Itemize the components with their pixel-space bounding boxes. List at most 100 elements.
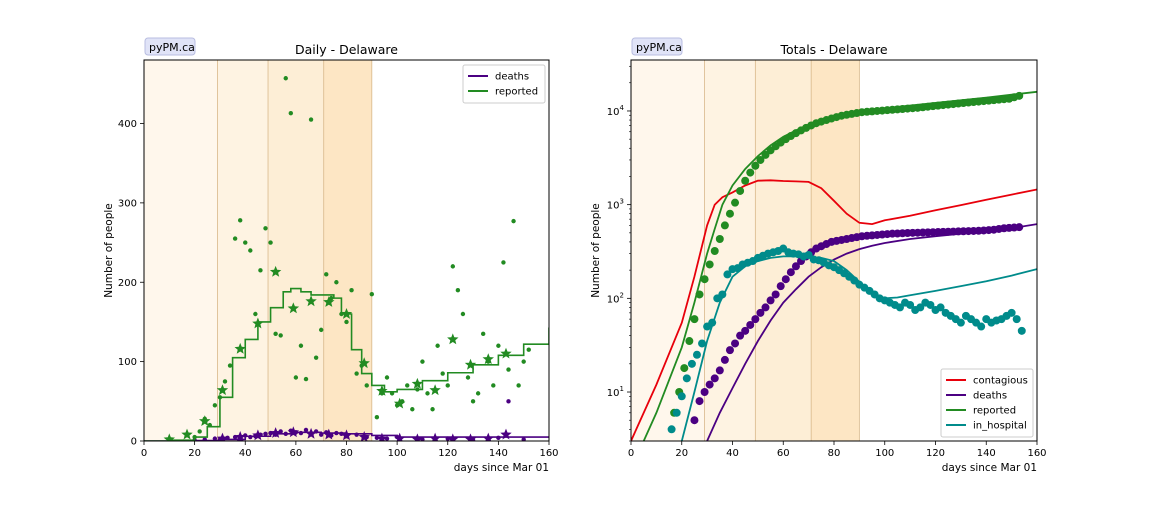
y-axis-label: Number of people: [590, 203, 602, 298]
legend-label: deaths: [973, 391, 1007, 402]
data-point: [329, 295, 334, 301]
data-point: [384, 375, 390, 380]
y-tick-label: 104: [607, 104, 625, 118]
badge: pyPM.ca: [144, 37, 196, 56]
weekly-point: [216, 384, 229, 396]
series-line-deaths: [706, 223, 1037, 441]
data-point: [232, 236, 238, 241]
data-point: [720, 221, 729, 230]
plot-marks: [144, 76, 549, 441]
data-point: [324, 272, 329, 277]
data-point: [253, 311, 258, 317]
phase-band: [631, 60, 705, 441]
weekly-point: [358, 431, 370, 441]
y-tick-label: 101: [607, 385, 624, 399]
data-point: [756, 155, 765, 164]
x-axis-ticks: 0 20 40 60 80 100 120 140 160: [141, 441, 559, 459]
data-point: [258, 268, 263, 273]
plot-marks: [631, 90, 1037, 441]
x-tick-label: 160: [539, 448, 558, 459]
data-point: [746, 320, 755, 329]
legend-label: deaths: [495, 72, 529, 83]
data-point: [977, 322, 986, 331]
series-line-contagious: [631, 179, 1037, 441]
weekly-point: [305, 295, 317, 307]
data-point: [237, 218, 243, 223]
weekly-point: [393, 397, 406, 409]
data-point: [756, 308, 765, 317]
data-point: [698, 339, 707, 348]
data-point: [263, 226, 268, 231]
y-axis-ticks: 101 102 103 104: [607, 65, 631, 442]
y-tick-label: 103: [607, 198, 624, 212]
y-axis-ticks: 0 100 200 300 400: [118, 119, 144, 448]
weekly-point: [358, 357, 370, 369]
x-tick-label: 120: [438, 448, 457, 459]
panel-totals: 0 20 40 60 80 100 120 140 160 101 102 103 104 Total…: [590, 37, 1047, 474]
data-point: [369, 291, 375, 297]
weekly-point: [234, 342, 246, 354]
data-point: [710, 247, 719, 256]
x-axis-label: days since Mar 01: [454, 462, 549, 474]
data-point: [906, 300, 915, 309]
weekly-point: [376, 385, 388, 396]
weekly-point: [393, 432, 406, 441]
x-tick-label: 40: [239, 448, 252, 459]
x-tick-label: 160: [1027, 448, 1046, 459]
data-point: [354, 371, 359, 376]
data-point: [687, 359, 696, 368]
weekly-point: [429, 432, 441, 441]
data-point: [725, 209, 734, 218]
data-point: [731, 339, 740, 348]
badge-label: pyPM.ca: [149, 41, 195, 54]
weekly-point: [500, 428, 512, 440]
data-point: [956, 318, 965, 327]
data-point: [283, 76, 288, 81]
weekly-point: [340, 429, 353, 441]
data-point: [440, 371, 445, 376]
phase-band: [323, 60, 372, 441]
data-point: [405, 383, 410, 388]
legend: contagious deaths reported in_hospital: [940, 368, 1034, 438]
data-point: [445, 383, 450, 388]
phase-bands: [631, 60, 860, 441]
data-point: [470, 399, 476, 404]
data-point: [895, 303, 904, 312]
data-point: [786, 268, 795, 277]
x-tick-label: 20: [188, 448, 201, 459]
data-point: [212, 436, 218, 441]
data-point: [916, 303, 925, 312]
x-tick-label: 100: [388, 448, 407, 459]
data-point: [690, 416, 699, 425]
data-point: [736, 186, 745, 195]
data-point: [700, 388, 709, 397]
legend-label: contagious: [973, 376, 1028, 387]
badge-label: pyPM.ca: [636, 41, 682, 54]
series-line-in_hospital: [680, 255, 1037, 441]
x-tick-label: 80: [340, 448, 353, 459]
data-point: [695, 397, 704, 406]
x-tick-label: 140: [977, 448, 996, 459]
data-point: [506, 399, 511, 404]
data-point: [680, 364, 689, 373]
data-point: [435, 343, 440, 348]
data-point: [700, 275, 709, 284]
data-point: [430, 407, 435, 412]
data-point: [781, 275, 790, 284]
weekly-point: [287, 426, 300, 438]
data-point: [293, 375, 299, 380]
phase-band: [144, 60, 218, 441]
weekly-point: [252, 429, 264, 441]
badge: pyPM.ca: [631, 37, 683, 56]
data-point: [344, 319, 349, 325]
weekly-point: [482, 432, 494, 441]
y-axis-label: Number of people: [103, 203, 115, 298]
weekly-point: [305, 427, 317, 439]
x-tick-label: 120: [926, 448, 945, 459]
series-line-reported: [642, 90, 1037, 441]
data-point: [222, 379, 228, 384]
data-point: [288, 110, 294, 116]
legend-label: reported: [495, 87, 538, 98]
x-tick-label: 0: [141, 448, 147, 459]
